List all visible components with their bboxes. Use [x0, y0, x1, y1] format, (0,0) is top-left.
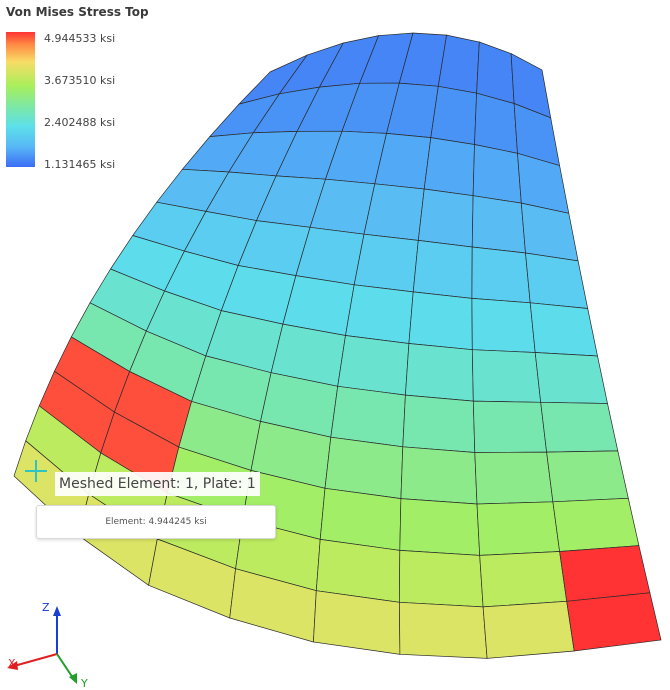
mesh-element[interactable] [479, 551, 568, 608]
mesh-element[interactable] [534, 352, 608, 404]
mesh-element[interactable] [402, 394, 476, 453]
legend-upper-label: 3.673510 ksi [44, 74, 116, 87]
mesh-element[interactable] [324, 436, 404, 499]
mesh-element[interactable] [337, 335, 410, 396]
legend-max-label: 4.944533 ksi [44, 32, 116, 45]
mesh-element[interactable] [412, 240, 473, 299]
legend-title: Von Mises Stress Top [6, 5, 149, 19]
mesh-element[interactable] [471, 349, 542, 403]
mesh-element[interactable] [476, 501, 560, 556]
mesh-element[interactable] [482, 600, 575, 659]
mesh-element[interactable] [520, 202, 579, 262]
axis-x-label: X [8, 657, 16, 670]
mesh-element[interactable] [471, 195, 526, 254]
mesh-element[interactable] [405, 343, 474, 402]
axis-triad[interactable]: Z X Y [7, 601, 88, 690]
mesh-element[interactable] [559, 545, 651, 602]
axis-y-label: Y [80, 677, 88, 690]
mesh-element[interactable] [476, 41, 515, 104]
pick-info-title: Meshed Element: 1, Plate: 1 [55, 472, 260, 496]
mesh-element[interactable] [474, 451, 554, 505]
mesh-element[interactable] [313, 590, 401, 655]
mesh-element[interactable] [408, 291, 473, 351]
mesh-element[interactable] [399, 601, 488, 659]
mesh-element[interactable] [471, 246, 531, 304]
mesh-element[interactable] [472, 144, 522, 204]
pick-info-detail: Element: 4.944245 ksi [36, 505, 276, 539]
mesh-element[interactable] [471, 298, 536, 353]
mesh-element[interactable] [399, 550, 484, 608]
mesh-element[interactable] [353, 233, 419, 293]
mesh-element[interactable] [399, 498, 481, 556]
axis-z-label: Z [42, 601, 50, 614]
mesh-element[interactable] [330, 385, 406, 448]
mesh-element[interactable] [529, 302, 598, 357]
mesh-element[interactable] [423, 137, 475, 197]
pick-crosshair-icon [25, 460, 47, 482]
legend-color-bar [6, 32, 35, 167]
mesh-element[interactable] [430, 85, 477, 145]
mesh-element[interactable] [400, 446, 478, 505]
legend-min-label: 1.131465 ksi [44, 158, 116, 171]
mesh-element[interactable] [540, 401, 619, 453]
plate-mesh[interactable] [13, 32, 662, 659]
mesh-element[interactable] [417, 188, 474, 248]
legend-lower-label: 2.402488 ksi [44, 116, 116, 129]
mesh-element[interactable] [546, 450, 629, 503]
mesh-element[interactable] [566, 592, 662, 652]
mesh-element[interactable] [552, 497, 640, 552]
mesh-element[interactable] [345, 284, 414, 344]
mesh-element[interactable] [472, 400, 547, 453]
mesh-element[interactable] [363, 183, 425, 241]
mesh-element[interactable] [525, 252, 589, 309]
